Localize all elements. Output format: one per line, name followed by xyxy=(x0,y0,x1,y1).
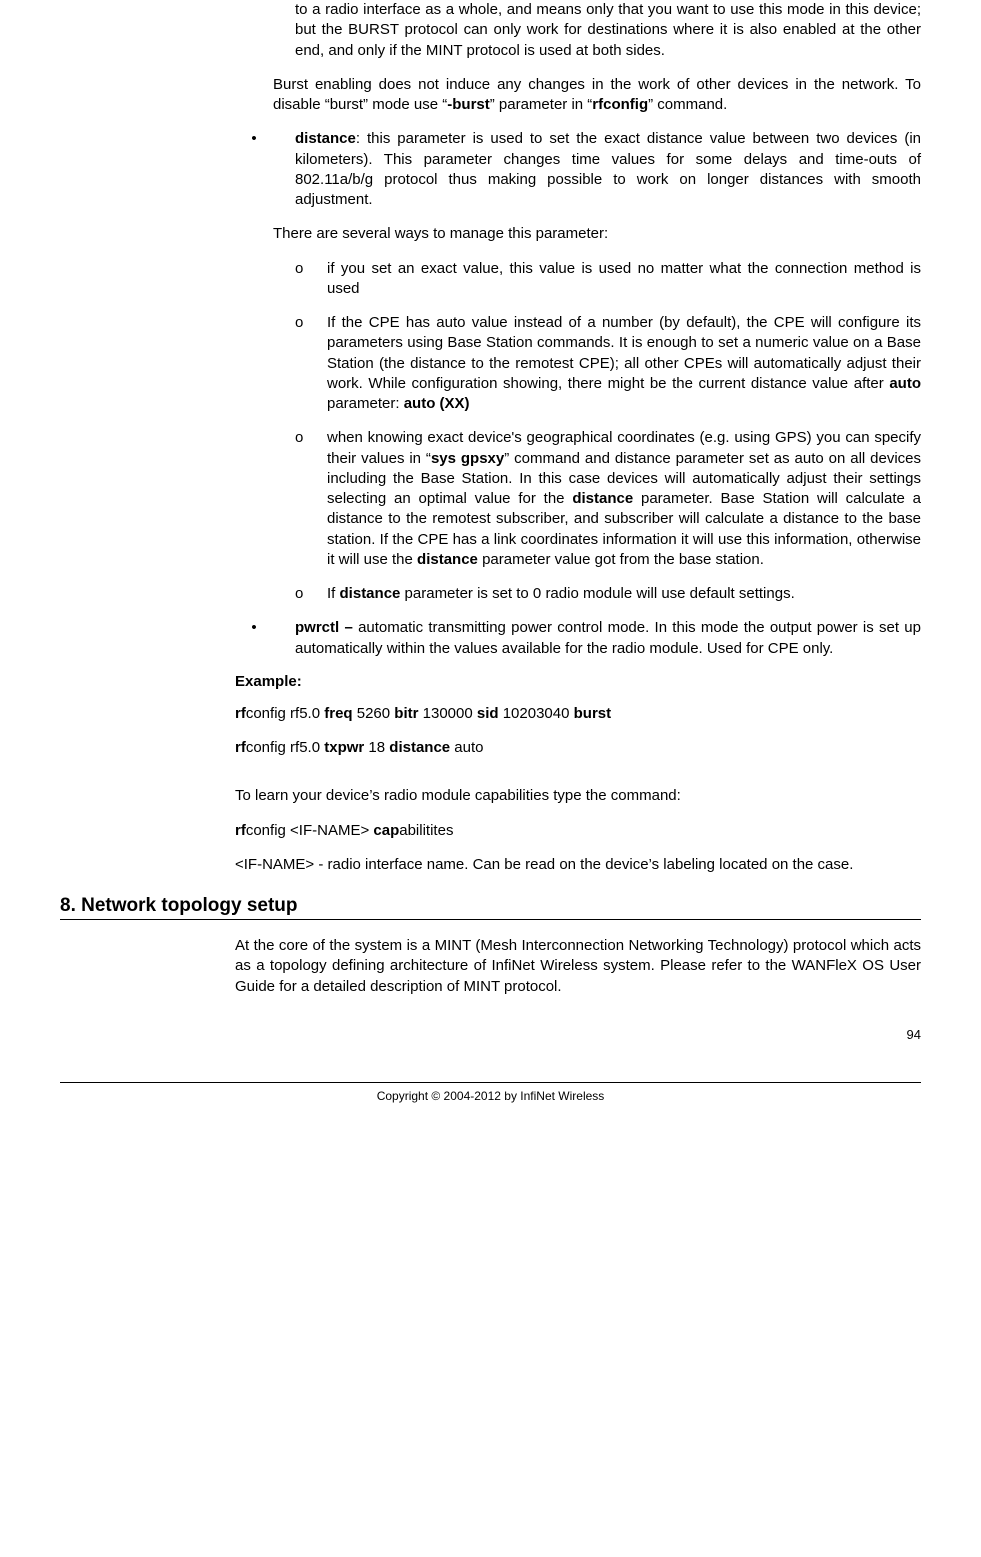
learn-capabilities: To learn your device’s radio module capa… xyxy=(235,786,921,806)
example-label: Example: xyxy=(235,673,921,690)
distance-bullet: • distance: this parameter is used to se… xyxy=(235,129,921,210)
pwrctl-bullet: • pwrctl – automatic transmitting power … xyxy=(235,618,921,659)
sub-item-1: o if you set an exact value, this value … xyxy=(295,259,921,300)
sub1-text: if you set an exact value, this value is… xyxy=(327,259,921,300)
sub-item-4: o If distance parameter is set to 0 radi… xyxy=(295,584,921,604)
ifname-note: <IF-NAME> - radio interface name. Can be… xyxy=(235,855,921,875)
command-1: rfconfig rf5.0 freq 5260 bitr 130000 sid… xyxy=(235,704,921,724)
sub-marker: o xyxy=(295,428,327,570)
sub-marker: o xyxy=(295,259,327,300)
sub-item-3: o when knowing exact device's geographic… xyxy=(295,428,921,570)
footer-copyright: Copyright © 2004-2012 by InfiNet Wireles… xyxy=(0,1089,981,1103)
section-8-body: At the core of the system is a MINT (Mes… xyxy=(235,936,921,997)
sub-marker: o xyxy=(295,313,327,414)
distance-label: distance xyxy=(295,130,356,147)
distance-text: : this parameter is used to set the exac… xyxy=(295,130,921,208)
bullet-icon: • xyxy=(235,129,273,210)
section-rule xyxy=(60,919,921,920)
sub-marker: o xyxy=(295,584,327,604)
bullet-icon: • xyxy=(235,618,273,659)
command-2: rfconfig rf5.0 txpwr 18 distance auto xyxy=(235,738,921,758)
command-3: rfconfig <IF-NAME> capabilitites xyxy=(235,821,921,841)
page-number: 94 xyxy=(0,1027,921,1042)
distance-ways: There are several ways to manage this pa… xyxy=(273,224,921,244)
pwrctl-text: automatic transmitting power control mod… xyxy=(295,619,921,656)
pwrctl-label: pwrctl – xyxy=(295,619,358,636)
sub-item-2: o If the CPE has auto value instead of a… xyxy=(295,313,921,414)
intro-continuation: to a radio interface as a whole, and mea… xyxy=(235,0,921,61)
intro-text: to a radio interface as a whole, and mea… xyxy=(295,1,921,59)
footer-rule xyxy=(60,1082,921,1083)
section-8-heading: 8. Network topology setup xyxy=(60,895,921,917)
burst-para: Burst enabling does not induce any chang… xyxy=(273,75,921,116)
